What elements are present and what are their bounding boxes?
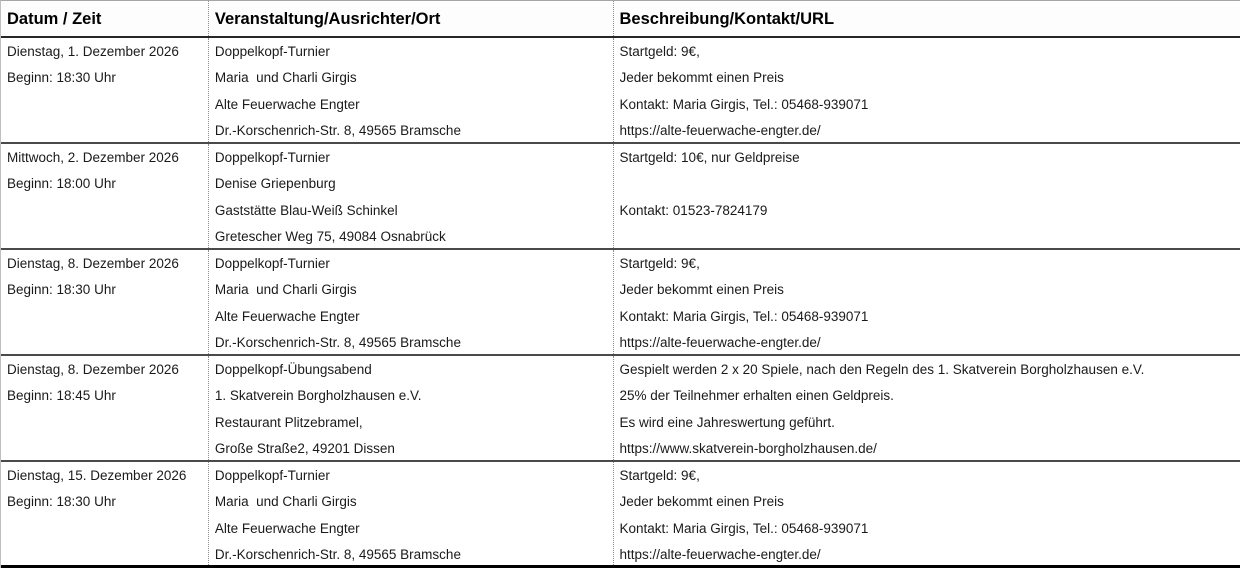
cell-veranstaltung[interactable]: Doppelkopf-Turnier Maria und Charli Girg… (207, 462, 613, 565)
venue-text: Gaststätte Blau-Weiß Schinkel (214, 202, 398, 218)
cell-text-line (7, 304, 204, 330)
address-text: Dr.-Korschenrich-Str. 8, 49565 Bramsche (214, 335, 461, 351)
cell-text-line (7, 92, 204, 118)
event-title-text: Doppelkopf-Turnier (214, 44, 330, 59)
venue-text: Alte Feuerwache Engter (214, 96, 360, 112)
cell-beschreibung[interactable]: Gespielt werden 2 x 20 Spiele, nach den … (612, 356, 1240, 460)
ranking-text: Es wird eine Jahreswertung geführt. (619, 414, 835, 430)
event-title-text: Doppelkopf-Turnier (214, 256, 330, 271)
table-row: Dienstag, 15. Dezember 2026 Beginn: 18:3… (1, 462, 1240, 568)
address-text: Dr.-Korschenrich-Str. 8, 49565 Bramsche (214, 547, 461, 563)
column-header-veranstaltung[interactable]: Veranstaltung/Ausrichter/Ort (207, 1, 613, 36)
address-text: Große Straße2, 49201 Dissen (214, 441, 395, 457)
venue-text: Alte Feuerwache Engter (214, 520, 360, 536)
organizer-text: 1. Skatverein Borgholzhausen e.V. (214, 388, 422, 404)
prize-text: Jeder bekommt einen Preis (619, 494, 784, 510)
cell-veranstaltung[interactable]: Doppelkopf-Turnier Denise Griepenburg Ga… (207, 144, 613, 248)
prize-text: Jeder bekommt einen Preis (619, 282, 784, 298)
time-text: Beginn: 18:30 Uhr (7, 282, 116, 298)
event-title-text: Doppelkopf-Turnier (214, 150, 330, 165)
table-header-row: Datum / Zeit Veranstaltung/Ausrichter/Or… (1, 1, 1240, 38)
date-text: Dienstag, 8. Dezember 2026 (7, 362, 179, 377)
date-text: Dienstag, 15. Dezember 2026 (7, 468, 187, 483)
contact-text: Kontakt: Maria Girgis, Tel.: 05468-93907… (619, 308, 869, 324)
event-title-text: Doppelkopf-Turnier (214, 468, 330, 483)
time-text: Beginn: 18:30 Uhr (7, 494, 116, 510)
event-title-text: Doppelkopf-Übungsabend (214, 362, 372, 377)
cell-veranstaltung[interactable]: Doppelkopf-Turnier Maria und Charli Girg… (207, 250, 613, 354)
fee-text: Startgeld: 10€, nur Geldpreise (619, 150, 800, 165)
cell-datum[interactable]: Dienstag, 1. Dezember 2026 Beginn: 18:30… (1, 38, 208, 142)
prize-text: 25% der Teilnehmer erhalten einen Geldpr… (619, 388, 894, 404)
table-row: Dienstag, 1. Dezember 2026 Beginn: 18:30… (1, 38, 1240, 144)
cell-datum[interactable]: Dienstag, 15. Dezember 2026 Beginn: 18:3… (1, 462, 208, 565)
address-text: Dr.-Korschenrich-Str. 8, 49565 Bramsche (214, 123, 461, 139)
time-text: Beginn: 18:45 Uhr (7, 388, 116, 404)
date-text: Mittwoch, 2. Dezember 2026 (7, 150, 179, 165)
table-row: Mittwoch, 2. Dezember 2026 Beginn: 18:00… (1, 144, 1240, 250)
cell-text-line (7, 198, 204, 224)
cell-datum[interactable]: Mittwoch, 2. Dezember 2026 Beginn: 18:00… (1, 144, 208, 248)
url-text[interactable]: https://alte-feuerwache-engter.de/ (619, 123, 821, 139)
cell-text-line (7, 118, 204, 142)
contact-text: Kontakt: Maria Girgis, Tel.: 05468-93907… (619, 96, 869, 112)
contact-text: Kontakt: 01523-7824179 (619, 202, 768, 218)
cell-veranstaltung[interactable]: Doppelkopf-Turnier Maria und Charli Girg… (207, 38, 613, 142)
table-row: Dienstag, 8. Dezember 2026 Beginn: 18:30… (1, 250, 1240, 356)
rules-text: Gespielt werden 2 x 20 Spiele, nach den … (619, 362, 1145, 377)
organizer-text: Maria und Charli Girgis (214, 494, 357, 510)
contact-text: Kontakt: Maria Girgis, Tel.: 05468-93907… (619, 520, 869, 536)
cell-text-line (7, 436, 204, 460)
venue-text: Alte Feuerwache Engter (214, 308, 360, 324)
column-header-beschreibung[interactable]: Beschreibung/Kontakt/URL (612, 1, 1240, 36)
cell-text-line (7, 224, 204, 248)
cell-datum[interactable]: Dienstag, 8. Dezember 2026 Beginn: 18:45… (1, 356, 208, 460)
organizer-text: Maria und Charli Girgis (214, 282, 357, 298)
time-text: Beginn: 18:00 Uhr (7, 176, 116, 192)
cell-beschreibung[interactable]: Startgeld: 10€, nur Geldpreise Kontakt: … (612, 144, 1240, 248)
prize-text: Jeder bekommt einen Preis (619, 70, 784, 86)
cell-beschreibung[interactable]: Startgeld: 9€, Jeder bekommt einen Preis… (612, 38, 1240, 142)
venue-text: Restaurant Plitzebramel, (214, 414, 363, 430)
fee-text: Startgeld: 9€, (619, 256, 700, 271)
cell-datum[interactable]: Dienstag, 8. Dezember 2026 Beginn: 18:30… (1, 250, 208, 354)
fee-text: Startgeld: 9€, (619, 44, 700, 59)
cell-beschreibung[interactable]: Startgeld: 9€, Jeder bekommt einen Preis… (612, 462, 1240, 565)
table-row: Dienstag, 8. Dezember 2026 Beginn: 18:45… (1, 356, 1240, 462)
cell-text-line (7, 410, 204, 436)
cell-text-line (7, 516, 204, 542)
cell-text-line (620, 171, 1236, 197)
cell-text-line (7, 330, 204, 354)
address-text: Gretescher Weg 75, 49084 Osnabrück (214, 229, 446, 245)
url-text[interactable]: https://www.skatverein-borgholzhausen.de… (619, 441, 877, 457)
url-text[interactable]: https://alte-feuerwache-engter.de/ (619, 335, 821, 351)
column-header-datum-zeit[interactable]: Datum / Zeit (7, 10, 102, 28)
cell-text-line (7, 542, 204, 565)
date-text: Dienstag, 8. Dezember 2026 (7, 256, 179, 271)
time-text: Beginn: 18:30 Uhr (7, 70, 116, 86)
cell-beschreibung[interactable]: Startgeld: 9€, Jeder bekommt einen Preis… (612, 250, 1240, 354)
cell-veranstaltung[interactable]: Doppelkopf-Übungsabend 1. Skatverein Bor… (207, 356, 613, 460)
fee-text: Startgeld: 9€, (619, 468, 700, 483)
cell-text-line (620, 224, 1236, 248)
organizer-text: Maria und Charli Girgis (214, 70, 357, 86)
url-text[interactable]: https://alte-feuerwache-engter.de/ (619, 547, 821, 563)
organizer-text: Denise Griepenburg (214, 176, 336, 192)
date-text: Dienstag, 1. Dezember 2026 (7, 44, 179, 59)
